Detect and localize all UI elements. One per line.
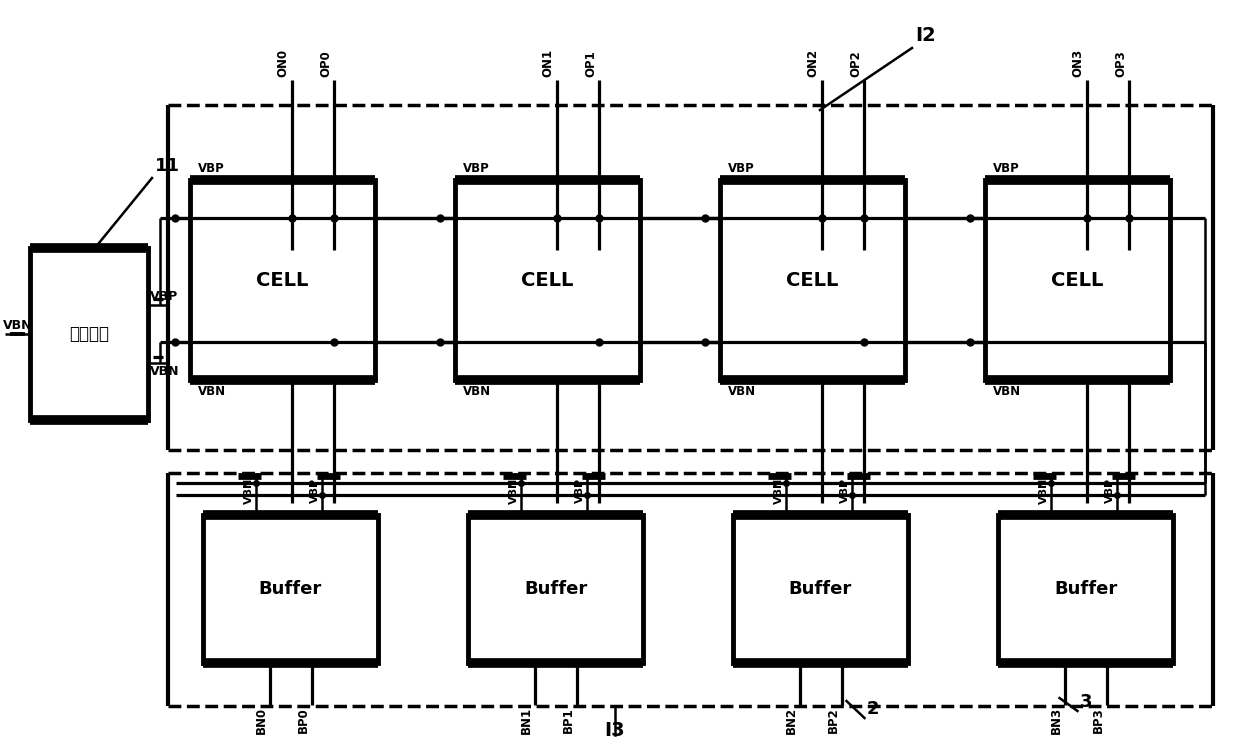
Text: Buffer: Buffer [789,580,852,598]
Bar [203,515,378,663]
Text: VBN: VBN [508,478,518,504]
Text: OP3: OP3 [1115,50,1127,77]
Text: I2: I2 [915,26,936,45]
Bar [190,180,374,380]
Text: ON2: ON2 [807,49,820,77]
Text: ON3: ON3 [1071,49,1085,77]
Text: OP0: OP0 [320,50,332,77]
Text: VBN: VBN [463,385,491,398]
Text: ON1: ON1 [542,49,554,77]
Text: BP2: BP2 [827,707,839,733]
Bar [455,180,640,380]
Text: VBN: VBN [728,385,756,398]
Text: VBN: VBN [198,385,226,398]
Bar [733,515,908,663]
Text: VBP: VBP [839,478,849,503]
Text: BN3: BN3 [1049,707,1063,734]
Text: BP3: BP3 [1091,707,1105,733]
Text: Buffer: Buffer [259,580,322,598]
Bar [467,515,644,663]
Text: BN1: BN1 [520,707,532,734]
Text: VBP: VBP [198,162,224,175]
Text: I3: I3 [605,721,625,740]
Text: ON0: ON0 [277,49,290,77]
Text: VBN: VBN [993,385,1021,398]
Text: VBP: VBP [1105,478,1115,503]
Text: BN2: BN2 [785,707,797,734]
Text: BP0: BP0 [296,707,310,733]
Bar [998,515,1173,663]
Text: 3: 3 [1080,693,1092,711]
Text: BP1: BP1 [562,707,574,733]
Text: VBP: VBP [463,162,490,175]
Text: VBN: VBN [2,319,32,332]
Text: VBP: VBP [310,478,320,503]
Text: VBN: VBN [150,366,180,378]
Bar [985,180,1171,380]
Text: 偏置电路: 偏置电路 [69,325,109,343]
Text: 2: 2 [867,700,879,718]
Text: VBP: VBP [150,290,179,303]
Text: CELL: CELL [1052,270,1104,290]
Text: VBN: VBN [774,478,784,504]
Text: BN0: BN0 [254,707,268,734]
Text: VBP: VBP [575,478,585,503]
Text: VBP: VBP [728,162,755,175]
Text: VBN: VBN [1039,478,1049,504]
Text: CELL: CELL [786,270,838,290]
Bar [720,180,905,380]
Text: Buffer: Buffer [1054,580,1117,598]
Text: Buffer: Buffer [523,580,587,598]
Text: OP2: OP2 [849,50,862,77]
Text: VBN: VBN [243,478,253,504]
Bar [30,248,148,420]
Text: CELL: CELL [521,270,574,290]
Text: VBP: VBP [993,162,1019,175]
Text: OP1: OP1 [584,50,598,77]
Text: CELL: CELL [257,270,309,290]
Text: 11: 11 [155,157,180,175]
